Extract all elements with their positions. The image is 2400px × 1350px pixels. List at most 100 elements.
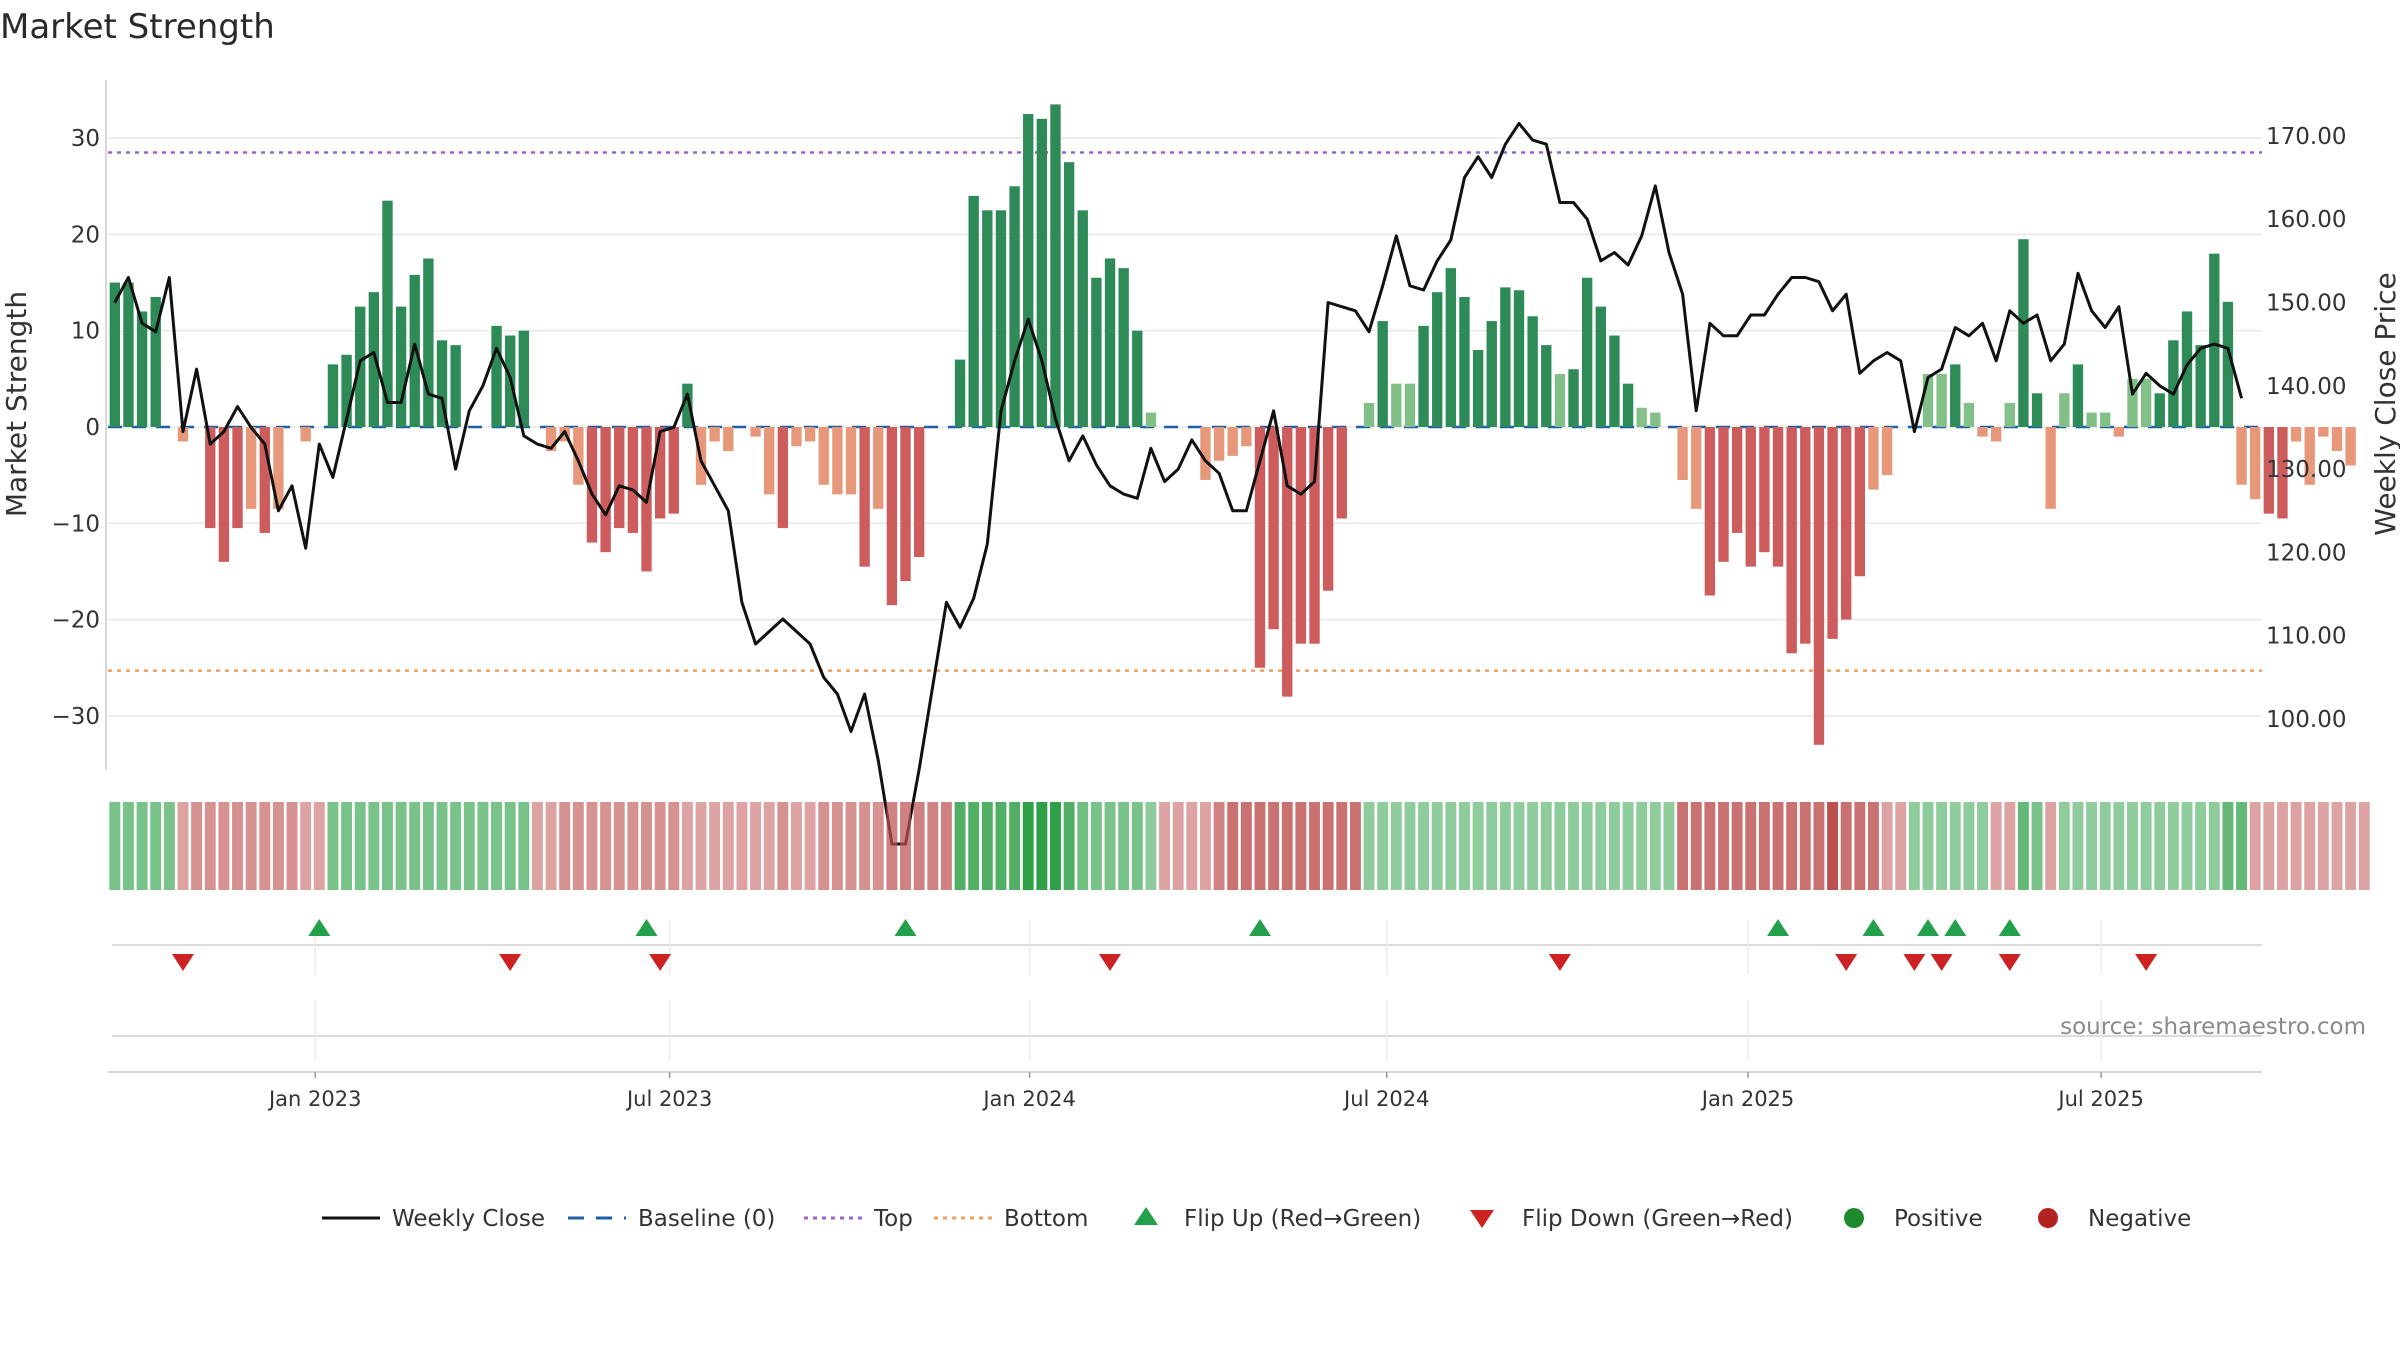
reference-lines [108, 151, 2262, 672]
heat-cell [1050, 802, 1061, 890]
strength-bar [1772, 427, 1784, 567]
heat-cell [327, 802, 339, 890]
heat-cell [1513, 802, 1525, 890]
heat-cell [204, 802, 216, 890]
strength-bar [2045, 427, 2056, 509]
strength-bar [600, 427, 611, 553]
heat-cell [286, 802, 298, 890]
flip-up-marker [1248, 919, 1271, 936]
strength-heat-strip [109, 802, 2370, 890]
heat-cell [1540, 802, 1552, 890]
strength-bar [2263, 427, 2274, 514]
left-axis-label: Market Strength [0, 291, 33, 517]
strength-bar [1950, 364, 1961, 427]
heat-cell [1854, 802, 1866, 890]
legend-swatch [1470, 1210, 1494, 1228]
strength-bar [1241, 427, 1252, 447]
heat-cell [845, 802, 857, 890]
heat-cell [2317, 802, 2329, 890]
heat-cell [1499, 802, 1511, 890]
heat-cell [586, 802, 598, 890]
legend-label: Top [873, 1206, 913, 1232]
strength-bar [1091, 277, 1102, 427]
strength-bar [1922, 374, 1934, 427]
heat-cell [1799, 802, 1811, 890]
right-axis-label: Weekly Close Price [2369, 272, 2400, 535]
strength-bar [1704, 427, 1716, 596]
heat-cell [1213, 802, 1225, 890]
heat-cell [654, 802, 666, 890]
heat-cell [1677, 802, 1689, 890]
legend-label: Negative [2088, 1206, 2191, 1232]
heat-cell [1881, 802, 1893, 890]
heat-cell [491, 802, 502, 890]
heat-cell [1690, 802, 1702, 890]
heat-cell [1977, 802, 1988, 890]
strength-bar [804, 427, 816, 442]
strength-bar [518, 330, 529, 427]
legend-item-baseline: Baseline (0) [568, 1206, 775, 1232]
legend: Weekly Close Baseline (0) Top Bottom Flip Up… [322, 1206, 2191, 1232]
heat-cell [1322, 802, 1334, 890]
heat-cell [2195, 802, 2207, 890]
strength-bar [1977, 427, 1988, 437]
heat-cell [2358, 802, 2370, 890]
heat-cell [1036, 802, 1048, 890]
heat-cell [2045, 802, 2057, 890]
strength-bar [586, 427, 598, 543]
heat-cell [1704, 802, 1716, 890]
heat-cell [1827, 802, 1839, 890]
strength-bar [150, 296, 161, 427]
flip-up-marker [1916, 919, 1939, 936]
heat-cell [1145, 802, 1157, 890]
x-axis: Jan 2023 Jul 2023 Jan 2024 Jul 2024 Jan 2025… [108, 1071, 2262, 1111]
heat-cell [804, 802, 816, 890]
heat-cell [163, 802, 175, 890]
heat-cell [1404, 802, 1416, 890]
left-tick-label: 10 [71, 319, 100, 345]
heat-cell [954, 802, 966, 890]
strength-bar [1881, 427, 1893, 476]
heat-cell [300, 802, 312, 890]
strength-bar [1009, 186, 1020, 427]
legend-item-top: Top [804, 1206, 913, 1232]
x-tick-label: Jan 2023 [267, 1087, 362, 1111]
strength-bar [1800, 427, 1811, 644]
heat-cell [2167, 802, 2179, 890]
heat-cell [859, 802, 871, 890]
strength-bar [1309, 427, 1320, 644]
heat-cell [2236, 802, 2248, 890]
heat-cell [750, 802, 762, 890]
strength-bar [1200, 427, 1211, 480]
heat-cell [2181, 802, 2193, 890]
legend-label: Weekly Close [392, 1206, 545, 1232]
strength-bar [436, 340, 448, 427]
strength-bar [205, 427, 216, 529]
flip-down-marker [1903, 954, 1926, 971]
right-tick-label: 130.00 [2266, 457, 2346, 483]
strength-bar [491, 325, 502, 427]
strength-bar [2345, 427, 2356, 466]
heat-cell [1172, 802, 1184, 890]
strength-bar [2277, 427, 2288, 519]
strength-bar [1432, 292, 1443, 427]
heat-cell [1731, 802, 1743, 890]
heat-cell [1486, 802, 1498, 890]
strength-bar [1650, 412, 1661, 427]
heat-cell [572, 802, 584, 890]
strength-bar [886, 427, 898, 606]
legend-item-bottom: Bottom [934, 1206, 1088, 1232]
heat-cell [1295, 802, 1307, 890]
heat-cell [1895, 802, 1907, 890]
strength-bar [2154, 393, 2165, 427]
left-tick-label: −30 [51, 704, 100, 730]
strength-bar [545, 427, 557, 452]
flip-up-marker [1944, 919, 1967, 936]
heat-cell [1159, 802, 1171, 890]
axes: 30 20 10 0 −10 −20 −30 170.00 160.00 150.00 140.00… [51, 80, 2346, 770]
strength-bar [859, 427, 870, 567]
flip-down-marker [2135, 954, 2158, 971]
strength-bar [777, 427, 789, 529]
right-tick-label: 120.00 [2266, 540, 2346, 566]
legend-label: Bottom [1004, 1206, 1088, 1232]
